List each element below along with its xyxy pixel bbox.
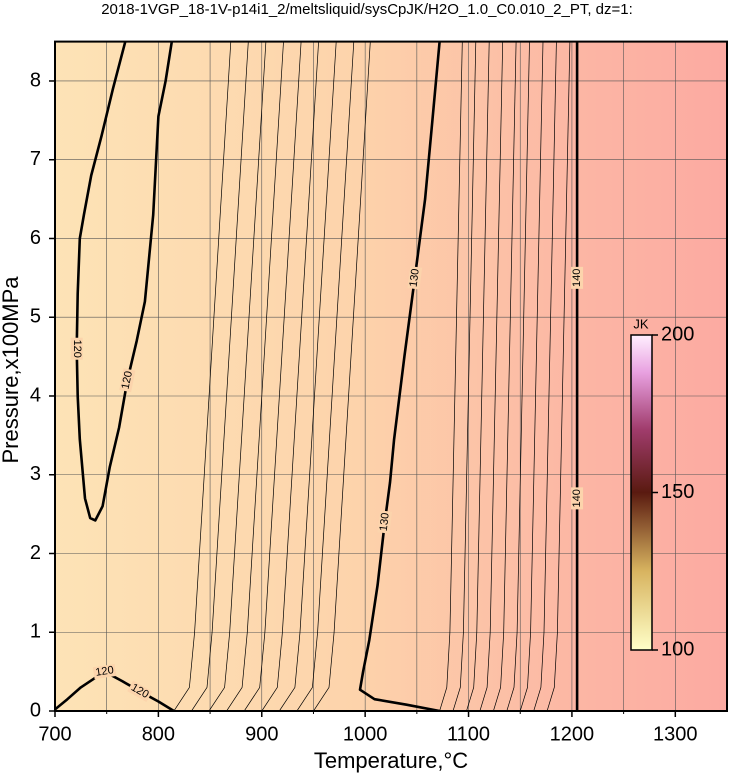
axes: 700 800 900 1000 1100 1200 1300 0 1 2 3 4 5 6 7 8 <box>30 69 698 745</box>
thin-contour <box>243 41 302 712</box>
y-tick-label: 3 <box>30 463 41 485</box>
contour-label-bg <box>571 266 584 289</box>
contour-label-bg <box>119 368 136 393</box>
y-axis-label: Pressure,x100MPa <box>0 276 23 464</box>
contour-label-text: 140 <box>571 269 583 287</box>
thin-contour <box>191 41 249 712</box>
colorbar-tick-label: 100 <box>661 638 694 660</box>
colorbar-label: JK <box>633 316 649 331</box>
plot-background <box>55 41 727 712</box>
thin-contour <box>261 41 319 712</box>
colorbar-tick-label: 150 <box>661 481 694 503</box>
plot-frame <box>54 40 728 713</box>
contour-label-text: 120 <box>95 664 115 679</box>
x-tick-label: 1300 <box>653 723 698 745</box>
thin-contour <box>296 41 355 712</box>
y-tick-label: 1 <box>30 621 41 643</box>
y-tick-label: 7 <box>30 148 41 170</box>
thin-contour <box>173 41 232 712</box>
thin-contour <box>208 41 267 712</box>
x-tick-label: 900 <box>245 723 278 745</box>
contour <box>75 41 174 522</box>
colorbar-scale <box>630 334 653 651</box>
contour-label-bg <box>407 266 423 290</box>
chart-title: 2018-1VGP_18-1V-p14i1_2/meltsliquid/sysC… <box>101 1 633 18</box>
contour-label-bg <box>92 664 117 680</box>
y-tick-label: 4 <box>30 384 41 406</box>
colorbar: 100 150 200 JK <box>630 316 694 660</box>
grid <box>54 41 727 712</box>
y-tick-label: 8 <box>30 69 41 91</box>
contour-label-text: 120 <box>71 340 83 358</box>
contour-label: 120 <box>92 664 117 680</box>
x-tick-label: 1200 <box>550 723 595 745</box>
contour-label-text: 130 <box>408 268 422 288</box>
thin-contour <box>226 41 284 712</box>
contour-label-bg <box>127 680 153 702</box>
contour-label-text: 130 <box>378 512 392 532</box>
contour-label: 120 <box>70 337 83 360</box>
contour-label-text: 140 <box>571 489 583 507</box>
contour-label-bg <box>377 510 393 534</box>
contour-label: 130 <box>407 266 423 290</box>
y-tick-label: 0 <box>30 699 41 721</box>
y-tick-label: 2 <box>30 542 41 564</box>
thin-contour <box>479 41 504 712</box>
contour-label-text: 120 <box>120 370 135 390</box>
contour-label: 140 <box>571 487 584 510</box>
contour-label: 140 <box>571 266 584 289</box>
contour-label-bg <box>70 337 83 360</box>
thin-contour <box>466 41 490 712</box>
x-tick-label: 1000 <box>343 723 388 745</box>
thin-contour <box>519 41 544 712</box>
thin-contour <box>533 41 557 712</box>
thin-contour <box>506 41 530 712</box>
y-tick-label: 6 <box>30 227 41 249</box>
colorbar-tick-label: 200 <box>661 323 694 345</box>
y-tick-label: 5 <box>30 306 41 328</box>
thin-contour <box>313 41 371 712</box>
x-axis-label: Temperature,°C <box>314 748 468 773</box>
contour-label: 120 <box>119 368 136 393</box>
x-tick-label: 800 <box>142 723 175 745</box>
thin-contour <box>279 41 337 712</box>
x-tick-label: 1100 <box>447 723 490 745</box>
thin-contour <box>546 41 571 712</box>
thin-contour <box>493 41 517 712</box>
x-tick-label: 700 <box>38 723 71 745</box>
contour-label-bg <box>571 487 584 510</box>
contour-label: 130 <box>377 510 393 534</box>
thin-contours <box>173 41 571 712</box>
thin-contour <box>439 41 463 712</box>
thin-contour <box>452 41 477 712</box>
